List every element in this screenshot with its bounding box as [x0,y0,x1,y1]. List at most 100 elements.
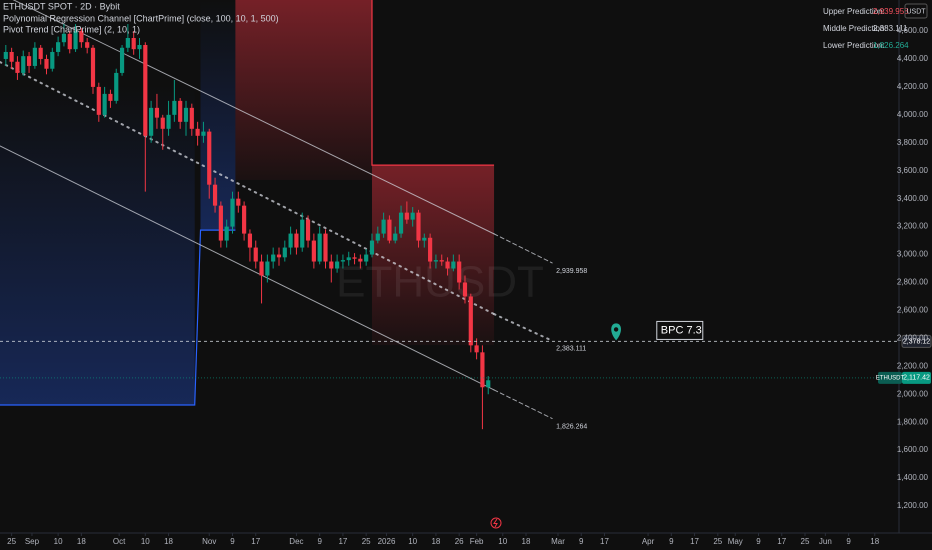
price-label: 2,378.12 [903,338,930,345]
candle-body [433,260,439,262]
x-tick-label: May [728,537,743,546]
candle-body [137,44,142,50]
candle-body [265,261,270,276]
event-icon-bolt [493,518,498,528]
candle-body [108,93,113,101]
candle-body [369,240,375,255]
currency-box[interactable] [904,3,928,19]
candle-body [428,237,433,262]
x-tick-label: Mar [551,537,565,546]
channel-end-label: 2,939.958 [556,268,587,275]
currency[interactable]: USDT [906,8,926,15]
y-tick-label: 3,400.00 [897,194,929,203]
channel-end-label: 1,826.264 [556,423,587,430]
candle-body [358,258,363,262]
candle-body [387,219,392,241]
candle-body [404,212,409,220]
x-tick-label: 17 [338,537,347,546]
candle-body [85,42,90,48]
y-tick-label: 1,600.00 [897,445,929,454]
y-tick-label: 1,200.00 [897,501,929,510]
candle-body [119,47,125,73]
candle-body [172,100,177,115]
price-label-box [901,334,932,348]
channel-end-label: 2,383.111 [556,346,586,353]
candle-body [352,257,357,259]
x-tick-label: 9 [846,537,851,546]
candle-body [317,233,322,262]
y-tick-label: 2,800.00 [897,278,929,287]
candle-body [335,261,340,269]
x-tick-label: Oct [113,537,126,546]
pivot-fill [0,85,195,406]
candle-body [288,233,293,248]
candle-body [56,42,61,52]
candle-body [247,233,253,248]
candle-body [3,51,8,59]
x-tick-label: 18 [164,537,173,546]
symbol-label: ETHUSDT [876,375,905,381]
candle-body [143,44,148,136]
watermark: ETHUSDT [336,258,544,307]
indicator-label: Pivot Trend [ChartPrime] (2, 10, 1) [3,24,140,34]
candle-body [422,237,427,241]
x-tick-label: 9 [756,537,761,546]
price-label-box [902,371,931,384]
x-tick-label: 17 [690,537,699,546]
x-tick-label: 10 [498,537,507,546]
x-tick-label: 9 [230,537,235,546]
y-tick-label: 4,000.00 [897,110,929,119]
candle-body [207,131,212,185]
candle-body [253,247,258,262]
y-tick-label: 3,600.00 [897,166,929,175]
x-tick-label: Sep [25,537,40,546]
candle-body [160,117,165,129]
x-tick-label: 10 [54,537,63,546]
candle-body [364,254,369,262]
x-tick-label: 9 [579,537,584,546]
y-tick-label: 3,800.00 [897,138,929,147]
x-tick-label: 25 [362,537,371,546]
candle-body [230,198,235,227]
x-tick-label: 18 [870,537,879,546]
candle-body [468,296,473,346]
x-tick-label: 10 [141,537,150,546]
x-tick-label: 18 [77,537,86,546]
candle-body [410,212,415,220]
x-tick-label: Dec [289,537,303,546]
x-tick-label: 25 [713,537,722,546]
pivot-fill [200,0,236,231]
candle-body [416,212,421,241]
candle-body [38,47,43,59]
pivot-fill [235,0,372,180]
x-tick-label: Nov [202,537,216,546]
candle-body [474,345,479,353]
annotation-box [656,320,704,340]
x-tick-label: 17 [600,537,609,546]
x-tick-label: 9 [669,537,674,546]
candle-body [96,86,101,115]
x-tick-label: 17 [251,537,260,546]
annotation-pin-dot [613,327,619,332]
x-tick-label: Jun [819,537,832,546]
plot [0,0,898,430]
candle-body [189,107,194,129]
y-tick-label: 2,200.00 [897,361,929,370]
candle-body [26,56,32,66]
candle-body [218,205,223,241]
event-icon[interactable] [490,517,502,529]
candle-body [73,31,78,50]
candle-body [457,261,462,283]
channel-line [0,61,496,316]
indicator-label: Polynomial Regression Channel [ChartPrim… [3,13,279,23]
candle-body [224,226,229,241]
prediction-value: 1,826.264 [873,41,909,50]
candle-body [340,260,346,262]
x-tick-label: 26 [455,537,464,546]
channel-line [0,145,495,391]
y-tick-label: 2,400.00 [897,333,929,342]
candle-body [195,128,200,136]
candle-body [178,100,183,122]
candle-body [201,131,206,136]
